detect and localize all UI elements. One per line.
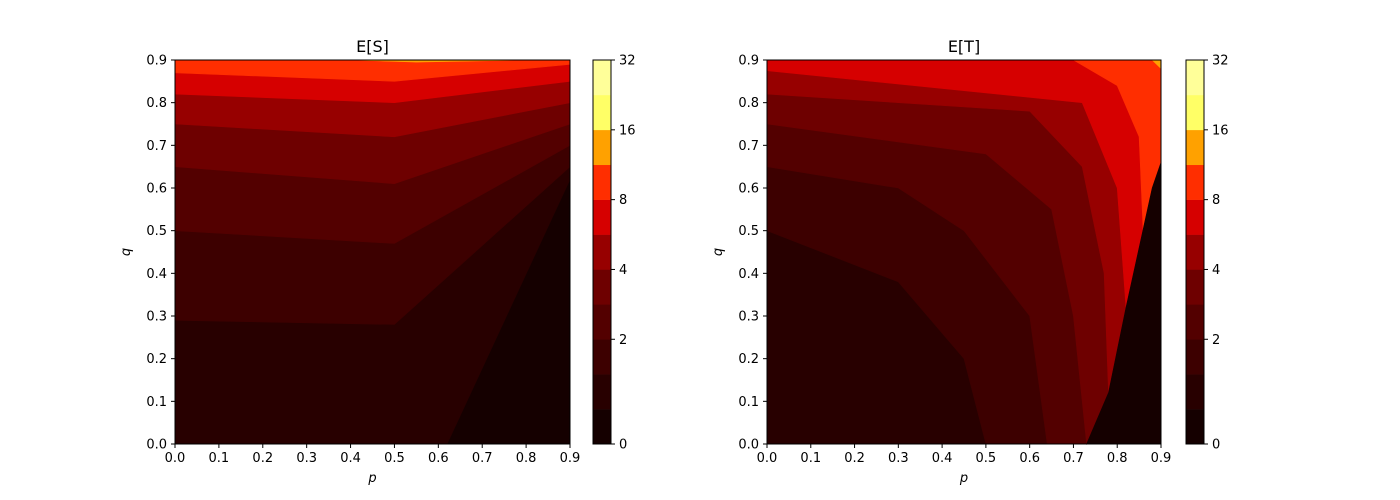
x-tick-label: 0.0	[165, 451, 186, 466]
y-tick-label: 0.4	[146, 267, 167, 282]
colorbar-band	[1186, 374, 1204, 410]
y-tick-label: 0.0	[146, 438, 167, 453]
x-tick-label: 0.0	[757, 451, 778, 466]
colorbar-tick-label: 16	[619, 123, 636, 138]
colorbar-band	[593, 374, 611, 410]
x-tick-label: 0.7	[472, 451, 493, 466]
colorbar-band	[1186, 129, 1204, 166]
y-tick-label: 0.8	[738, 96, 759, 111]
x-tick-label: 0.8	[516, 451, 537, 466]
x-tick-label: 0.6	[428, 451, 449, 466]
colorbar-band	[593, 164, 611, 200]
x-tick-label: 0.4	[932, 451, 953, 466]
colorbar-frame	[592, 59, 612, 445]
axes-frame	[174, 59, 571, 445]
y-tick-label: 0.1	[146, 395, 167, 410]
colorbar-tick-label: 32	[619, 54, 636, 69]
x-tick-label: 0.3	[888, 451, 909, 466]
colorbar-band	[1186, 304, 1204, 340]
colorbar-band	[593, 199, 611, 235]
x-axis-label: p	[367, 471, 376, 486]
colorbar-tick-label: 0	[619, 438, 627, 453]
y-tick-label: 0.2	[146, 352, 167, 367]
colorbar-band	[593, 60, 611, 96]
colorbar-band	[1186, 199, 1204, 235]
colorbar-band	[1186, 60, 1204, 96]
y-tick-label: 0.9	[738, 54, 759, 69]
axes-frame	[766, 59, 1162, 445]
x-tick-label: 0.8	[1107, 451, 1128, 466]
x-tick-label: 0.2	[844, 451, 865, 466]
y-tick-label: 0.7	[738, 139, 759, 154]
y-tick-label: 0.3	[146, 310, 167, 325]
x-tick-label: 0.6	[1019, 451, 1040, 466]
colorbar-band	[1186, 94, 1204, 131]
x-tick-label: 0.1	[800, 451, 821, 466]
y-tick-label: 0.4	[738, 267, 759, 282]
y-tick-label: 0.8	[146, 96, 167, 111]
y-tick-label: 0.7	[146, 139, 167, 154]
y-tick-label: 0.6	[146, 182, 167, 197]
chart-title: E[S]	[356, 37, 389, 56]
y-tick-label: 0.0	[738, 438, 759, 453]
x-tick-label: 0.9	[560, 451, 581, 466]
colorbar-tick-label: 8	[619, 193, 627, 208]
x-tick-label: 0.7	[1063, 451, 1084, 466]
colorbar-band	[593, 409, 611, 445]
colorbar-tick-label: 8	[1212, 193, 1220, 208]
colorbar-band	[593, 129, 611, 166]
y-tick-label: 0.2	[738, 352, 759, 367]
y-axis-label: q	[711, 248, 726, 256]
x-axis-label: p	[959, 471, 968, 486]
x-tick-label: 0.3	[296, 451, 317, 466]
x-tick-label: 0.2	[252, 451, 273, 466]
colorbar-band	[1186, 234, 1204, 270]
y-tick-label: 0.1	[738, 395, 759, 410]
colorbar-tick-label: 4	[619, 263, 627, 278]
chart-title: E[T]	[948, 37, 980, 56]
y-tick-label: 0.5	[146, 224, 167, 239]
y-tick-label: 0.3	[738, 310, 759, 325]
x-tick-label: 0.5	[976, 451, 997, 466]
colorbar-band	[1186, 409, 1204, 445]
colorbar-band	[593, 304, 611, 340]
colorbar-band	[593, 94, 611, 131]
y-tick-label: 0.6	[738, 182, 759, 197]
panel-et: 0.0 0.1 0.2 0.3 0.4 0.5 0.6 0.7 0.8 0.9 0.0 0.1 0.2 0…	[711, 37, 1229, 486]
colorbar-band	[1186, 269, 1204, 305]
x-tick-label: 0.9	[1151, 451, 1172, 466]
colorbar-tick-label: 2	[1212, 333, 1220, 348]
colorbar-tick-label: 2	[619, 333, 627, 348]
colorbar-band	[593, 339, 611, 375]
y-tick-label: 0.9	[146, 54, 167, 69]
y-tick-label: 0.5	[738, 224, 759, 239]
x-tick-label: 0.4	[340, 451, 361, 466]
colorbar-band	[593, 269, 611, 305]
y-axis-label: q	[119, 248, 134, 256]
colorbar-tick-label: 32	[1212, 54, 1229, 69]
colorbar-band	[1186, 339, 1204, 375]
colorbar-frame	[1185, 59, 1205, 445]
colorbar-tick-label: 0	[1212, 438, 1220, 453]
x-tick-label: 0.1	[209, 451, 230, 466]
colorbar-band	[1186, 164, 1204, 200]
colorbar-tick-label: 16	[1212, 123, 1229, 138]
x-tick-label: 0.5	[384, 451, 405, 466]
colorbar-tick-label: 4	[1212, 263, 1220, 278]
colorbar-band	[593, 234, 611, 270]
panel-es: 0.0 0.1 0.2 0.3 0.4 0.5 0.6 0.7 0.8 0.9 0.0 0.1 0.2 0…	[119, 37, 636, 486]
